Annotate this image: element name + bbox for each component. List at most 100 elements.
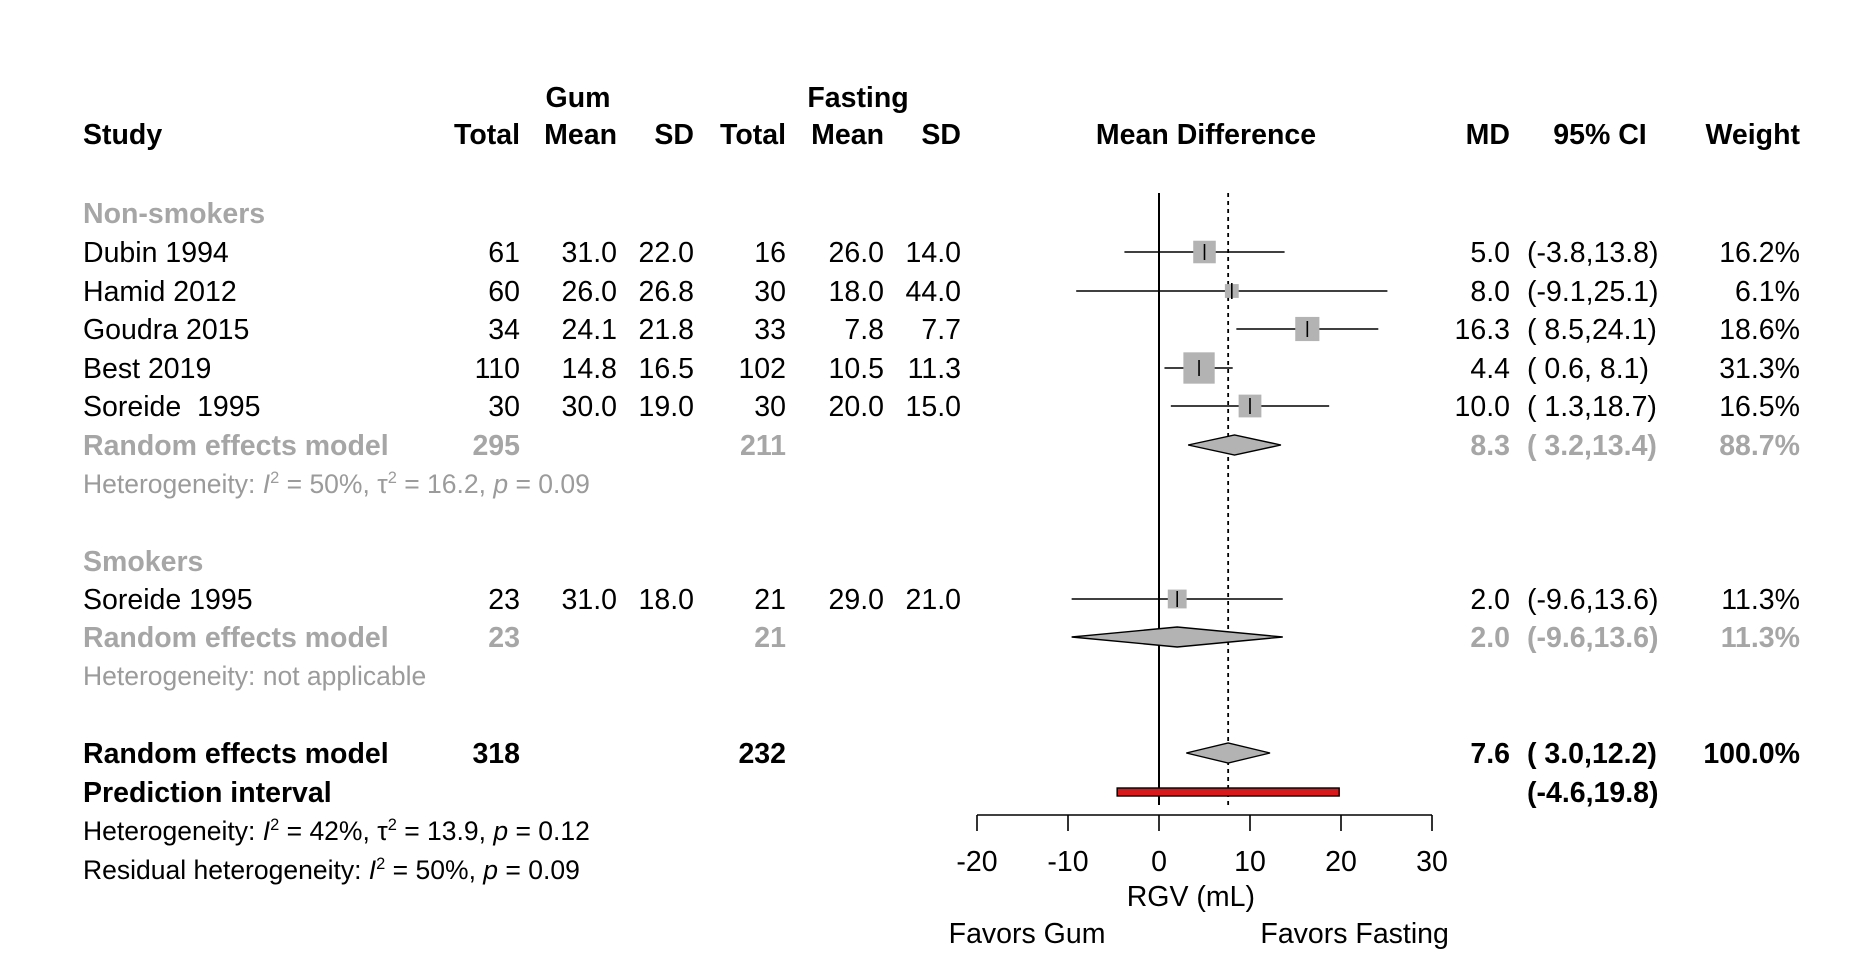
- cell-fasting-sd: 11.3: [907, 353, 961, 385]
- table-row-study: Soreide 1995: [83, 391, 261, 423]
- subgroup-label-smokers: Smokers: [83, 546, 204, 578]
- cell-gum-mean: 24.1: [561, 314, 617, 346]
- x-tick-label: -20: [956, 846, 997, 878]
- cell-fasting-mean: 7.8: [844, 314, 884, 346]
- heterogeneity-smokers: Heterogeneity: not applicable: [83, 661, 427, 691]
- cell-gum-sd: 21.8: [638, 314, 694, 346]
- subgroup-summary-fasting-total: 21: [754, 622, 786, 654]
- header-fasting-total: Total: [720, 119, 786, 151]
- table-row-study: Goudra 2015: [83, 314, 250, 346]
- cell-fasting-total: 30: [754, 276, 786, 308]
- cell-weight: 18.6%: [1719, 314, 1800, 346]
- cell-gum-mean: 31.0: [561, 237, 617, 269]
- x-tick-label: 20: [1325, 846, 1357, 878]
- cell-gum-total: 61: [488, 237, 520, 269]
- header-ci: 95% CI: [1553, 119, 1647, 151]
- x-axis-label: RGV (mL): [1127, 881, 1255, 913]
- subgroup-label-non-smokers: Non-smokers: [83, 198, 266, 230]
- subgroup-summary-gum-total: 23: [488, 622, 520, 654]
- subgroup-diamond: [1071, 626, 1283, 648]
- header-md: MD: [1465, 119, 1510, 151]
- cell-fasting-sd: 21.0: [905, 584, 961, 616]
- cell-ci: (-9.1,25.1): [1527, 276, 1659, 308]
- cell-gum-sd: 18.0: [638, 584, 694, 616]
- table-row-study: Best 2019: [83, 353, 212, 385]
- overall-diamond: [1186, 742, 1271, 764]
- subgroup-summary-label: Random effects model: [83, 622, 389, 654]
- overall-md: 7.6: [1470, 738, 1510, 770]
- cell-weight: 31.3%: [1719, 353, 1800, 385]
- cell-fasting-total: 33: [754, 314, 786, 346]
- header-mean-difference: Mean Difference: [1095, 119, 1317, 151]
- header-fasting-sd: SD: [921, 119, 961, 151]
- residual-heterogeneity: Residual heterogeneity: I2 = 50%, p = 0.…: [83, 855, 580, 885]
- cell-ci: ( 1.3,18.7): [1527, 391, 1657, 423]
- cell-weight: 11.3%: [1721, 584, 1800, 616]
- subgroup-summary-weight: 11.3%: [1720, 622, 1800, 654]
- cell-gum-mean: 26.0: [561, 276, 617, 308]
- cell-md: 5.0: [1470, 237, 1510, 269]
- heterogeneity-overall: Heterogeneity: I2 = 42%, τ2 = 13.9, p = …: [83, 816, 590, 846]
- header-fasting-mean: Mean: [811, 119, 884, 151]
- x-tick-label: 0: [1151, 846, 1167, 878]
- cell-fasting-mean: 26.0: [828, 237, 884, 269]
- cell-ci: (-9.6,13.6): [1527, 584, 1659, 616]
- cell-weight: 6.1%: [1735, 276, 1800, 308]
- table-row-study: Soreide 1995: [83, 584, 253, 616]
- cell-gum-mean: 31.0: [561, 584, 617, 616]
- cell-md: 8.0: [1470, 276, 1510, 308]
- cell-gum-total: 110: [474, 353, 520, 385]
- prediction-interval-label: Prediction interval: [83, 777, 332, 809]
- cell-ci: (-3.8,13.8): [1527, 237, 1659, 269]
- cell-fasting-mean: 10.5: [828, 353, 884, 385]
- cell-ci: ( 0.6, 8.1): [1527, 353, 1649, 385]
- cell-fasting-total: 102: [738, 353, 786, 385]
- overall-label: Random effects model: [83, 738, 389, 770]
- cell-ci: ( 8.5,24.1): [1527, 314, 1657, 346]
- header-gum: Gum: [545, 82, 611, 114]
- favors-left-label: Favors Gum: [949, 918, 1106, 950]
- subgroup-summary-label: Random effects model: [83, 430, 389, 462]
- table-row-study: Dubin 1994: [83, 237, 229, 269]
- subgroup-summary-fasting-total: 211: [740, 430, 786, 462]
- subgroup-summary-weight: 88.7%: [1719, 430, 1800, 462]
- subgroup-summary-ci: (-9.6,13.6): [1527, 622, 1659, 654]
- header-study: Study: [83, 119, 163, 151]
- cell-weight: 16.2%: [1719, 237, 1800, 269]
- cell-gum-total: 30: [488, 391, 520, 423]
- cell-gum-mean: 14.8: [561, 353, 617, 385]
- cell-gum-sd: 22.0: [638, 237, 694, 269]
- cell-fasting-sd: 15.0: [905, 391, 961, 423]
- cell-gum-sd: 26.8: [638, 276, 694, 308]
- cell-gum-total: 34: [488, 314, 520, 346]
- header-fasting: Fasting: [807, 82, 909, 114]
- header-gum-sd: SD: [654, 119, 694, 151]
- heterogeneity-non-smokers: Heterogeneity: I2 = 50%, τ2 = 16.2, p = …: [83, 469, 590, 499]
- cell-fasting-sd: 14.0: [905, 237, 961, 269]
- cell-fasting-sd: 44.0: [905, 276, 961, 308]
- cell-md: 4.4: [1470, 353, 1510, 385]
- cell-md: 10.0: [1454, 391, 1510, 423]
- cell-fasting-total: 21: [754, 584, 786, 616]
- subgroup-summary-md: 8.3: [1470, 430, 1510, 462]
- x-tick-label: 10: [1234, 846, 1266, 878]
- cell-fasting-sd: 7.7: [921, 314, 961, 346]
- cell-gum-mean: 30.0: [561, 391, 617, 423]
- cell-fasting-total: 30: [754, 391, 786, 423]
- cell-fasting-mean: 29.0: [828, 584, 884, 616]
- header-weight: Weight: [1705, 119, 1800, 151]
- subgroup-diamond: [1187, 434, 1282, 456]
- overall-gum-total: 318: [472, 738, 520, 770]
- cell-fasting-mean: 18.0: [828, 276, 884, 308]
- header-gum-total: Total: [454, 119, 520, 151]
- cell-gum-total: 23: [488, 584, 520, 616]
- subgroup-summary-ci: ( 3.2,13.4): [1527, 430, 1657, 462]
- overall-fasting-total: 232: [738, 738, 786, 770]
- subgroup-summary-gum-total: 295: [472, 430, 520, 462]
- cell-md: 2.0: [1470, 584, 1510, 616]
- cell-weight: 16.5%: [1719, 391, 1800, 423]
- cell-gum-sd: 19.0: [638, 391, 694, 423]
- overall-weight: 100.0%: [1703, 738, 1800, 770]
- prediction-interval-bar: [1116, 787, 1340, 797]
